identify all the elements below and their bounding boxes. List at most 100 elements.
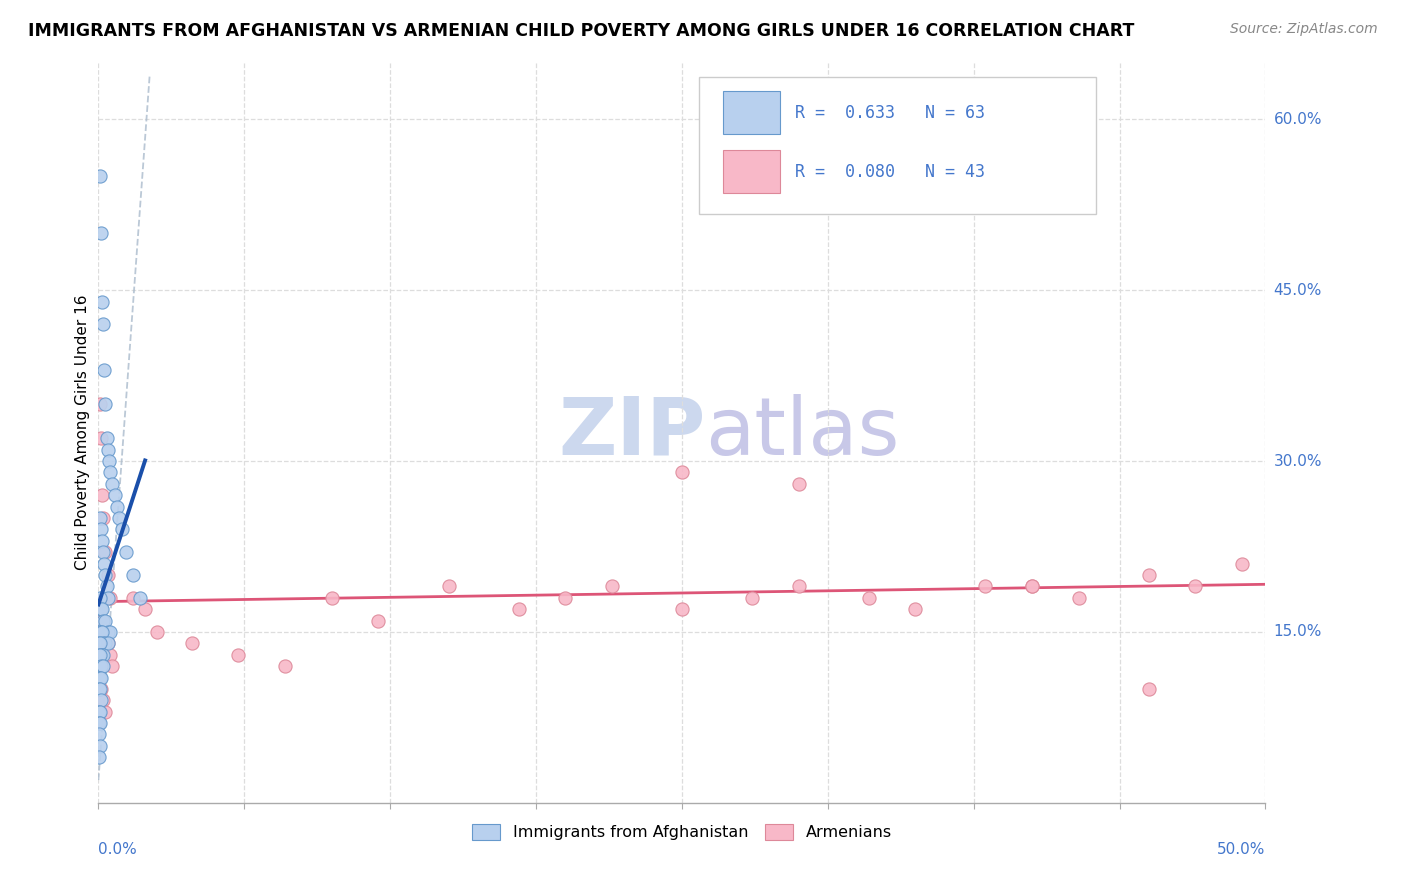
Point: [91, 511, 114, 525]
Point: [787, 476, 810, 491]
Point: [111, 523, 134, 537]
Point: [94, 636, 117, 650]
Point: [89, 624, 111, 639]
Point: [101, 476, 124, 491]
Point: [91, 614, 114, 628]
Point: [97, 442, 120, 457]
Point: [91, 614, 114, 628]
Point: [90, 523, 112, 537]
FancyBboxPatch shape: [723, 150, 780, 194]
Point: [437, 579, 460, 593]
Point: [91, 648, 114, 662]
Point: [554, 591, 576, 605]
Point: [1230, 557, 1253, 571]
Point: [94, 614, 117, 628]
Point: [98, 648, 121, 662]
Point: [90, 602, 112, 616]
FancyBboxPatch shape: [699, 78, 1097, 214]
Point: [87, 727, 110, 741]
Point: [91, 693, 114, 707]
Point: [91, 545, 114, 559]
Point: [87, 636, 110, 650]
Text: 45.0%: 45.0%: [1274, 283, 1322, 298]
Point: [90, 602, 112, 616]
Point: [91, 318, 114, 332]
Point: [1021, 579, 1043, 593]
Point: [90, 681, 112, 696]
Point: [122, 568, 145, 582]
Point: [91, 659, 114, 673]
Point: [228, 648, 250, 662]
Point: [180, 636, 202, 650]
Point: [367, 614, 389, 628]
Point: [87, 716, 110, 731]
Point: [97, 454, 120, 468]
Point: [134, 602, 156, 616]
Point: [89, 169, 111, 184]
Point: [97, 591, 120, 605]
Point: [904, 602, 927, 616]
Point: [94, 397, 117, 411]
Point: [89, 705, 111, 719]
Text: IMMIGRANTS FROM AFGHANISTAN VS ARMENIAN CHILD POVERTY AMONG GIRLS UNDER 16 CORRE: IMMIGRANTS FROM AFGHANISTAN VS ARMENIAN …: [28, 22, 1135, 40]
Point: [96, 579, 118, 593]
Point: [508, 602, 530, 616]
Point: [94, 545, 117, 559]
Point: [321, 591, 343, 605]
Point: [90, 431, 112, 445]
Point: [97, 636, 120, 650]
Point: [274, 659, 297, 673]
Point: [90, 294, 112, 309]
FancyBboxPatch shape: [723, 91, 780, 135]
Point: [1184, 579, 1206, 593]
Point: [94, 705, 117, 719]
Point: [1137, 568, 1160, 582]
Y-axis label: Child Poverty Among Girls Under 16: Child Poverty Among Girls Under 16: [75, 295, 90, 570]
Point: [89, 511, 111, 525]
Point: [89, 671, 111, 685]
Point: [101, 659, 124, 673]
Point: [90, 693, 112, 707]
Legend: Immigrants from Afghanistan, Armenians: Immigrants from Afghanistan, Armenians: [465, 817, 898, 847]
Point: [105, 500, 128, 514]
Point: [90, 659, 112, 673]
Point: [89, 397, 111, 411]
Text: 30.0%: 30.0%: [1274, 454, 1322, 468]
Point: [741, 591, 763, 605]
Point: [90, 671, 112, 685]
Point: [91, 636, 114, 650]
Point: [90, 227, 112, 241]
Point: [87, 750, 110, 764]
Point: [115, 545, 138, 559]
Point: [108, 511, 131, 525]
Point: [90, 648, 112, 662]
Point: [98, 624, 121, 639]
Text: atlas: atlas: [706, 393, 900, 472]
Point: [93, 557, 115, 571]
Point: [87, 671, 110, 685]
Text: 60.0%: 60.0%: [1274, 112, 1322, 127]
Point: [90, 648, 112, 662]
Point: [146, 624, 169, 639]
Point: [87, 681, 110, 696]
Point: [97, 568, 120, 582]
Point: [129, 591, 152, 605]
Point: [89, 648, 111, 662]
Point: [97, 636, 120, 650]
Point: [1021, 579, 1043, 593]
Point: [96, 431, 118, 445]
Point: [89, 591, 111, 605]
Text: Source: ZipAtlas.com: Source: ZipAtlas.com: [1230, 22, 1378, 37]
Text: ZIP: ZIP: [558, 393, 706, 472]
Point: [89, 636, 111, 650]
Point: [93, 363, 115, 377]
Point: [94, 624, 117, 639]
Point: [89, 681, 111, 696]
Text: 50.0%: 50.0%: [1218, 842, 1265, 856]
Point: [974, 579, 997, 593]
Text: R =  0.633   N = 63: R = 0.633 N = 63: [796, 103, 986, 122]
Point: [94, 568, 117, 582]
Point: [90, 533, 112, 548]
Point: [90, 488, 112, 502]
Point: [671, 602, 693, 616]
